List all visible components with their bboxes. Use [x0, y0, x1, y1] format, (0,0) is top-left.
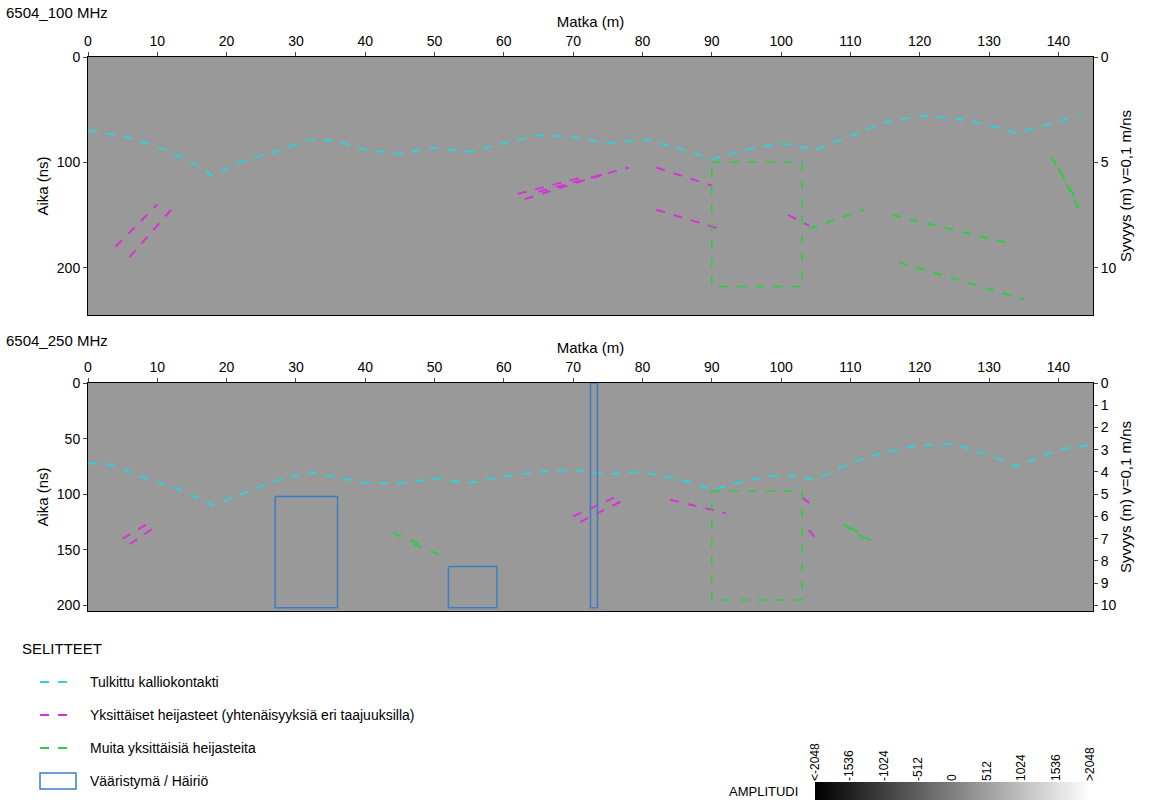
- svg-text:140: 140: [1047, 359, 1071, 375]
- svg-text:130: 130: [977, 33, 1001, 49]
- svg-text:7: 7: [1101, 531, 1109, 547]
- svg-text:0: 0: [72, 49, 80, 65]
- svg-text:Tulkittu kalliokontakti: Tulkittu kalliokontakti: [90, 674, 219, 690]
- svg-text:5: 5: [1101, 486, 1109, 502]
- svg-text:30: 30: [288, 359, 304, 375]
- svg-text:10: 10: [150, 33, 166, 49]
- svg-text:8: 8: [1101, 553, 1109, 569]
- svg-text:Yksittäiset heijasteet (yhtenä: Yksittäiset heijasteet (yhtenäisyyksiä e…: [90, 707, 414, 723]
- svg-text:50: 50: [427, 33, 443, 49]
- svg-text:90: 90: [704, 359, 720, 375]
- svg-text:110: 110: [839, 33, 862, 49]
- svg-text:80: 80: [635, 33, 651, 49]
- svg-text:9: 9: [1101, 575, 1109, 591]
- svg-text:2: 2: [1101, 419, 1109, 435]
- svg-text:20: 20: [219, 359, 235, 375]
- svg-text:512: 512: [980, 761, 994, 781]
- svg-text:50: 50: [65, 431, 81, 447]
- svg-text:120: 120: [908, 33, 932, 49]
- svg-text:Aika (ns): Aika (ns): [34, 156, 51, 215]
- svg-text:Matka (m): Matka (m): [557, 339, 625, 356]
- svg-text:40: 40: [357, 33, 373, 49]
- svg-text:Aika (ns): Aika (ns): [34, 467, 51, 526]
- svg-text:AMPLITUDI: AMPLITUDI: [729, 784, 798, 799]
- svg-text:0: 0: [1101, 375, 1109, 391]
- svg-text:60: 60: [496, 359, 512, 375]
- svg-text:-1024: -1024: [877, 750, 891, 781]
- svg-text:-512: -512: [911, 757, 925, 781]
- svg-text:60: 60: [496, 33, 512, 49]
- svg-text:0: 0: [72, 375, 80, 391]
- svg-text:200: 200: [57, 597, 81, 613]
- svg-text:150: 150: [57, 542, 81, 558]
- svg-text:Muita yksittäisiä heijasteita: Muita yksittäisiä heijasteita: [90, 740, 256, 756]
- svg-text:10: 10: [1101, 260, 1117, 276]
- svg-text:10: 10: [150, 359, 166, 375]
- svg-text:1: 1: [1101, 397, 1109, 413]
- svg-text:30: 30: [288, 33, 304, 49]
- svg-text:0: 0: [945, 774, 959, 781]
- svg-text:100: 100: [57, 486, 81, 502]
- svg-text:Matka (m): Matka (m): [557, 13, 625, 30]
- svg-text:Syvyys (m) v=0,1 m/ns: Syvyys (m) v=0,1 m/ns: [1117, 110, 1134, 262]
- svg-text:Syvyys (m) v=0,1 m/ns: Syvyys (m) v=0,1 m/ns: [1117, 421, 1134, 573]
- svg-text:70: 70: [565, 359, 581, 375]
- svg-text:6504_100 MHz: 6504_100 MHz: [6, 4, 108, 21]
- svg-text:140: 140: [1047, 33, 1071, 49]
- svg-text:6: 6: [1101, 508, 1109, 524]
- svg-text:100: 100: [57, 154, 81, 170]
- svg-text:110: 110: [839, 359, 862, 375]
- svg-text:6504_250 MHz: 6504_250 MHz: [6, 332, 108, 349]
- svg-text:3: 3: [1101, 442, 1109, 458]
- svg-text:>2048: >2048: [1083, 747, 1097, 781]
- svg-text:1536: 1536: [1049, 754, 1063, 781]
- svg-text:120: 120: [908, 359, 932, 375]
- svg-text:0: 0: [84, 359, 92, 375]
- svg-text:80: 80: [635, 359, 651, 375]
- svg-text:Vääristymä / Häiriö: Vääristymä / Häiriö: [90, 773, 208, 789]
- svg-text:200: 200: [57, 260, 81, 276]
- svg-text:5: 5: [1101, 154, 1109, 170]
- svg-text:1024: 1024: [1014, 754, 1028, 781]
- svg-text:20: 20: [219, 33, 235, 49]
- svg-text:130: 130: [977, 359, 1001, 375]
- svg-text:70: 70: [565, 33, 581, 49]
- svg-text:50: 50: [427, 359, 443, 375]
- svg-text:<-2048: <-2048: [808, 743, 822, 781]
- svg-text:0: 0: [1101, 49, 1109, 65]
- svg-text:4: 4: [1101, 464, 1109, 480]
- svg-text:40: 40: [357, 359, 373, 375]
- svg-text:-1536: -1536: [842, 750, 856, 781]
- svg-text:100: 100: [769, 359, 793, 375]
- svg-text:90: 90: [704, 33, 720, 49]
- svg-text:10: 10: [1101, 597, 1117, 613]
- svg-text:SELITTEET: SELITTEET: [22, 640, 102, 657]
- svg-text:100: 100: [769, 33, 793, 49]
- svg-text:0: 0: [84, 33, 92, 49]
